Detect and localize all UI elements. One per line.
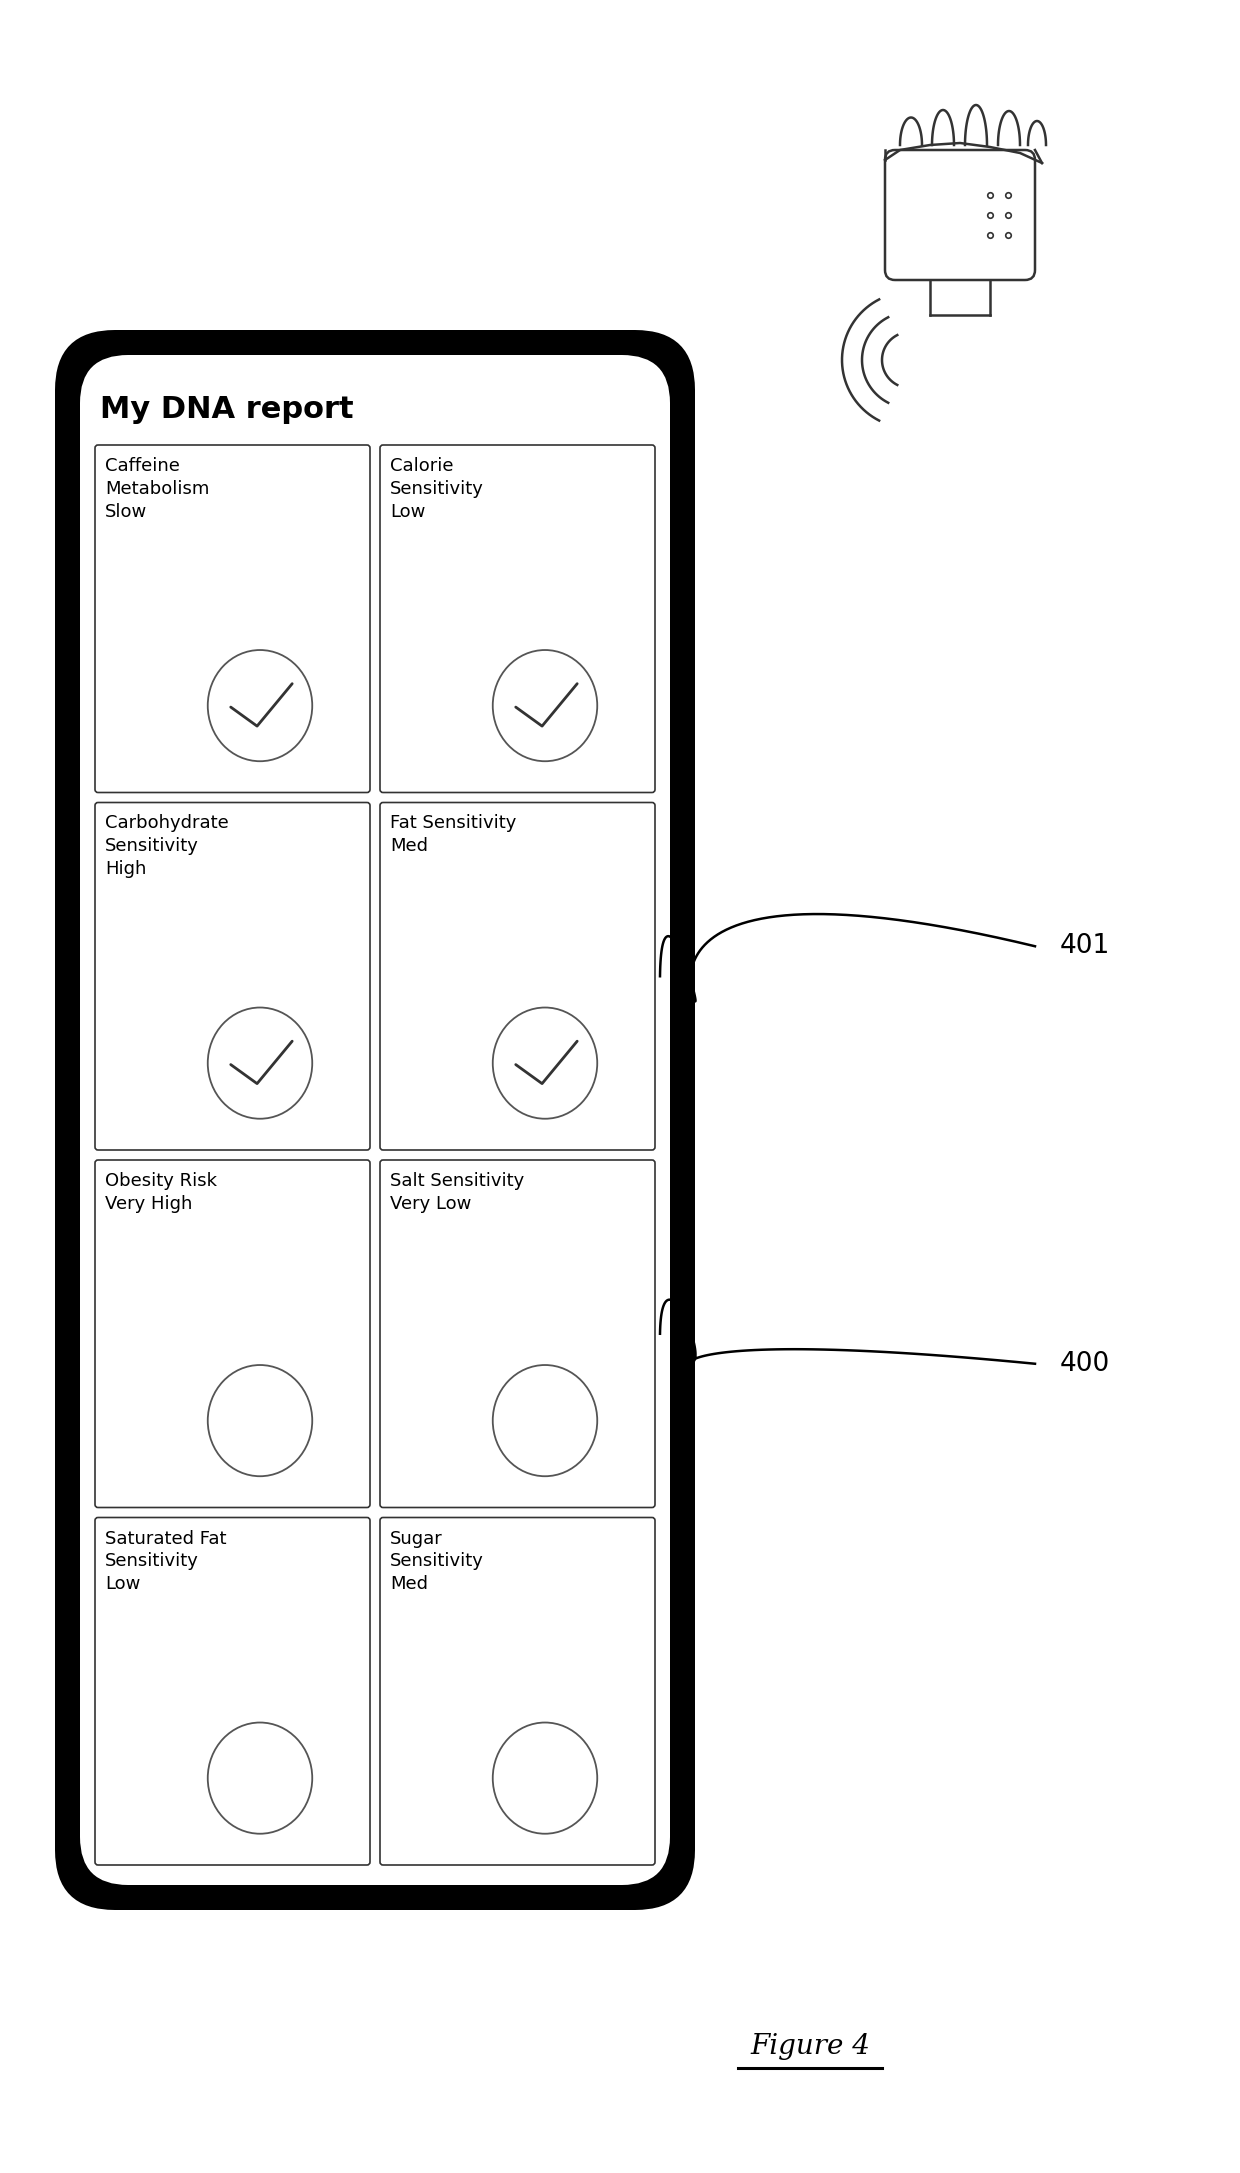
FancyBboxPatch shape — [379, 1517, 655, 1864]
FancyBboxPatch shape — [379, 1160, 655, 1508]
Text: My DNA report: My DNA report — [100, 395, 353, 424]
Ellipse shape — [492, 1008, 598, 1119]
Ellipse shape — [208, 1365, 312, 1475]
Text: Fat Sensitivity
Med: Fat Sensitivity Med — [391, 815, 516, 856]
Text: Salt Sensitivity
Very Low: Salt Sensitivity Very Low — [391, 1171, 525, 1213]
Ellipse shape — [208, 1723, 312, 1834]
Ellipse shape — [492, 650, 598, 761]
Ellipse shape — [208, 650, 312, 761]
FancyBboxPatch shape — [95, 802, 370, 1150]
Text: Sugar
Sensitivity
Med: Sugar Sensitivity Med — [391, 1530, 484, 1593]
FancyBboxPatch shape — [95, 445, 370, 793]
Text: Obesity Risk
Very High: Obesity Risk Very High — [105, 1171, 217, 1213]
Text: Carbohydrate
Sensitivity
High: Carbohydrate Sensitivity High — [105, 815, 228, 878]
FancyBboxPatch shape — [81, 354, 670, 1884]
Text: Caffeine
Metabolism
Slow: Caffeine Metabolism Slow — [105, 456, 210, 522]
Ellipse shape — [208, 1008, 312, 1119]
Text: Figure 4: Figure 4 — [750, 2034, 870, 2060]
Text: Saturated Fat
Sensitivity
Low: Saturated Fat Sensitivity Low — [105, 1530, 227, 1593]
FancyBboxPatch shape — [95, 1160, 370, 1508]
Text: 400: 400 — [1060, 1352, 1110, 1378]
FancyBboxPatch shape — [379, 802, 655, 1150]
Text: Calorie
Sensitivity
Low: Calorie Sensitivity Low — [391, 456, 484, 522]
Ellipse shape — [492, 1723, 598, 1834]
Ellipse shape — [492, 1365, 598, 1475]
Text: 401: 401 — [1060, 932, 1110, 958]
FancyBboxPatch shape — [55, 330, 694, 1910]
FancyBboxPatch shape — [379, 445, 655, 793]
FancyBboxPatch shape — [95, 1517, 370, 1864]
FancyBboxPatch shape — [885, 150, 1035, 280]
